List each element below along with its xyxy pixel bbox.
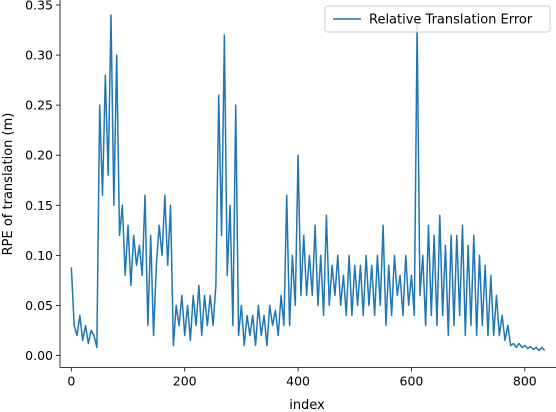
- series-line-relative-translation-error: [70, 14, 546, 352]
- y-tick-label: 0.00: [25, 348, 53, 363]
- y-tick-label: 0.35: [25, 0, 53, 13]
- y-axis-ticks: 0.00 0.05 0.10 0.15 0.20 0.25 0.30 0.35: [25, 0, 60, 363]
- plot-area: [70, 14, 546, 352]
- y-tick-label: 0.05: [25, 298, 53, 313]
- x-tick-label: 200: [173, 374, 197, 389]
- x-tick-label: 600: [400, 374, 424, 389]
- y-tick-label: 0.25: [25, 98, 53, 113]
- x-tick-label: 800: [513, 374, 537, 389]
- y-tick-label: 0.10: [25, 248, 53, 263]
- axes-spines: [59, 0, 556, 368]
- y-tick-label: 0.15: [25, 198, 53, 213]
- y-axis-label: RPE of translation (m): [1, 113, 16, 256]
- legend-box: [324, 5, 551, 33]
- x-tick-label: 400: [286, 374, 310, 389]
- y-tick-label: 0.30: [25, 48, 53, 63]
- x-axis-ticks: 0 200 400 600 800: [67, 367, 537, 389]
- x-tick-label: 0: [67, 374, 75, 389]
- legend: Relative Translation Error: [324, 5, 551, 33]
- y-tick-label: 0.20: [25, 148, 53, 163]
- legend-label-relative-translation-error: Relative Translation Error: [369, 13, 533, 28]
- x-axis-label: index: [289, 398, 325, 412]
